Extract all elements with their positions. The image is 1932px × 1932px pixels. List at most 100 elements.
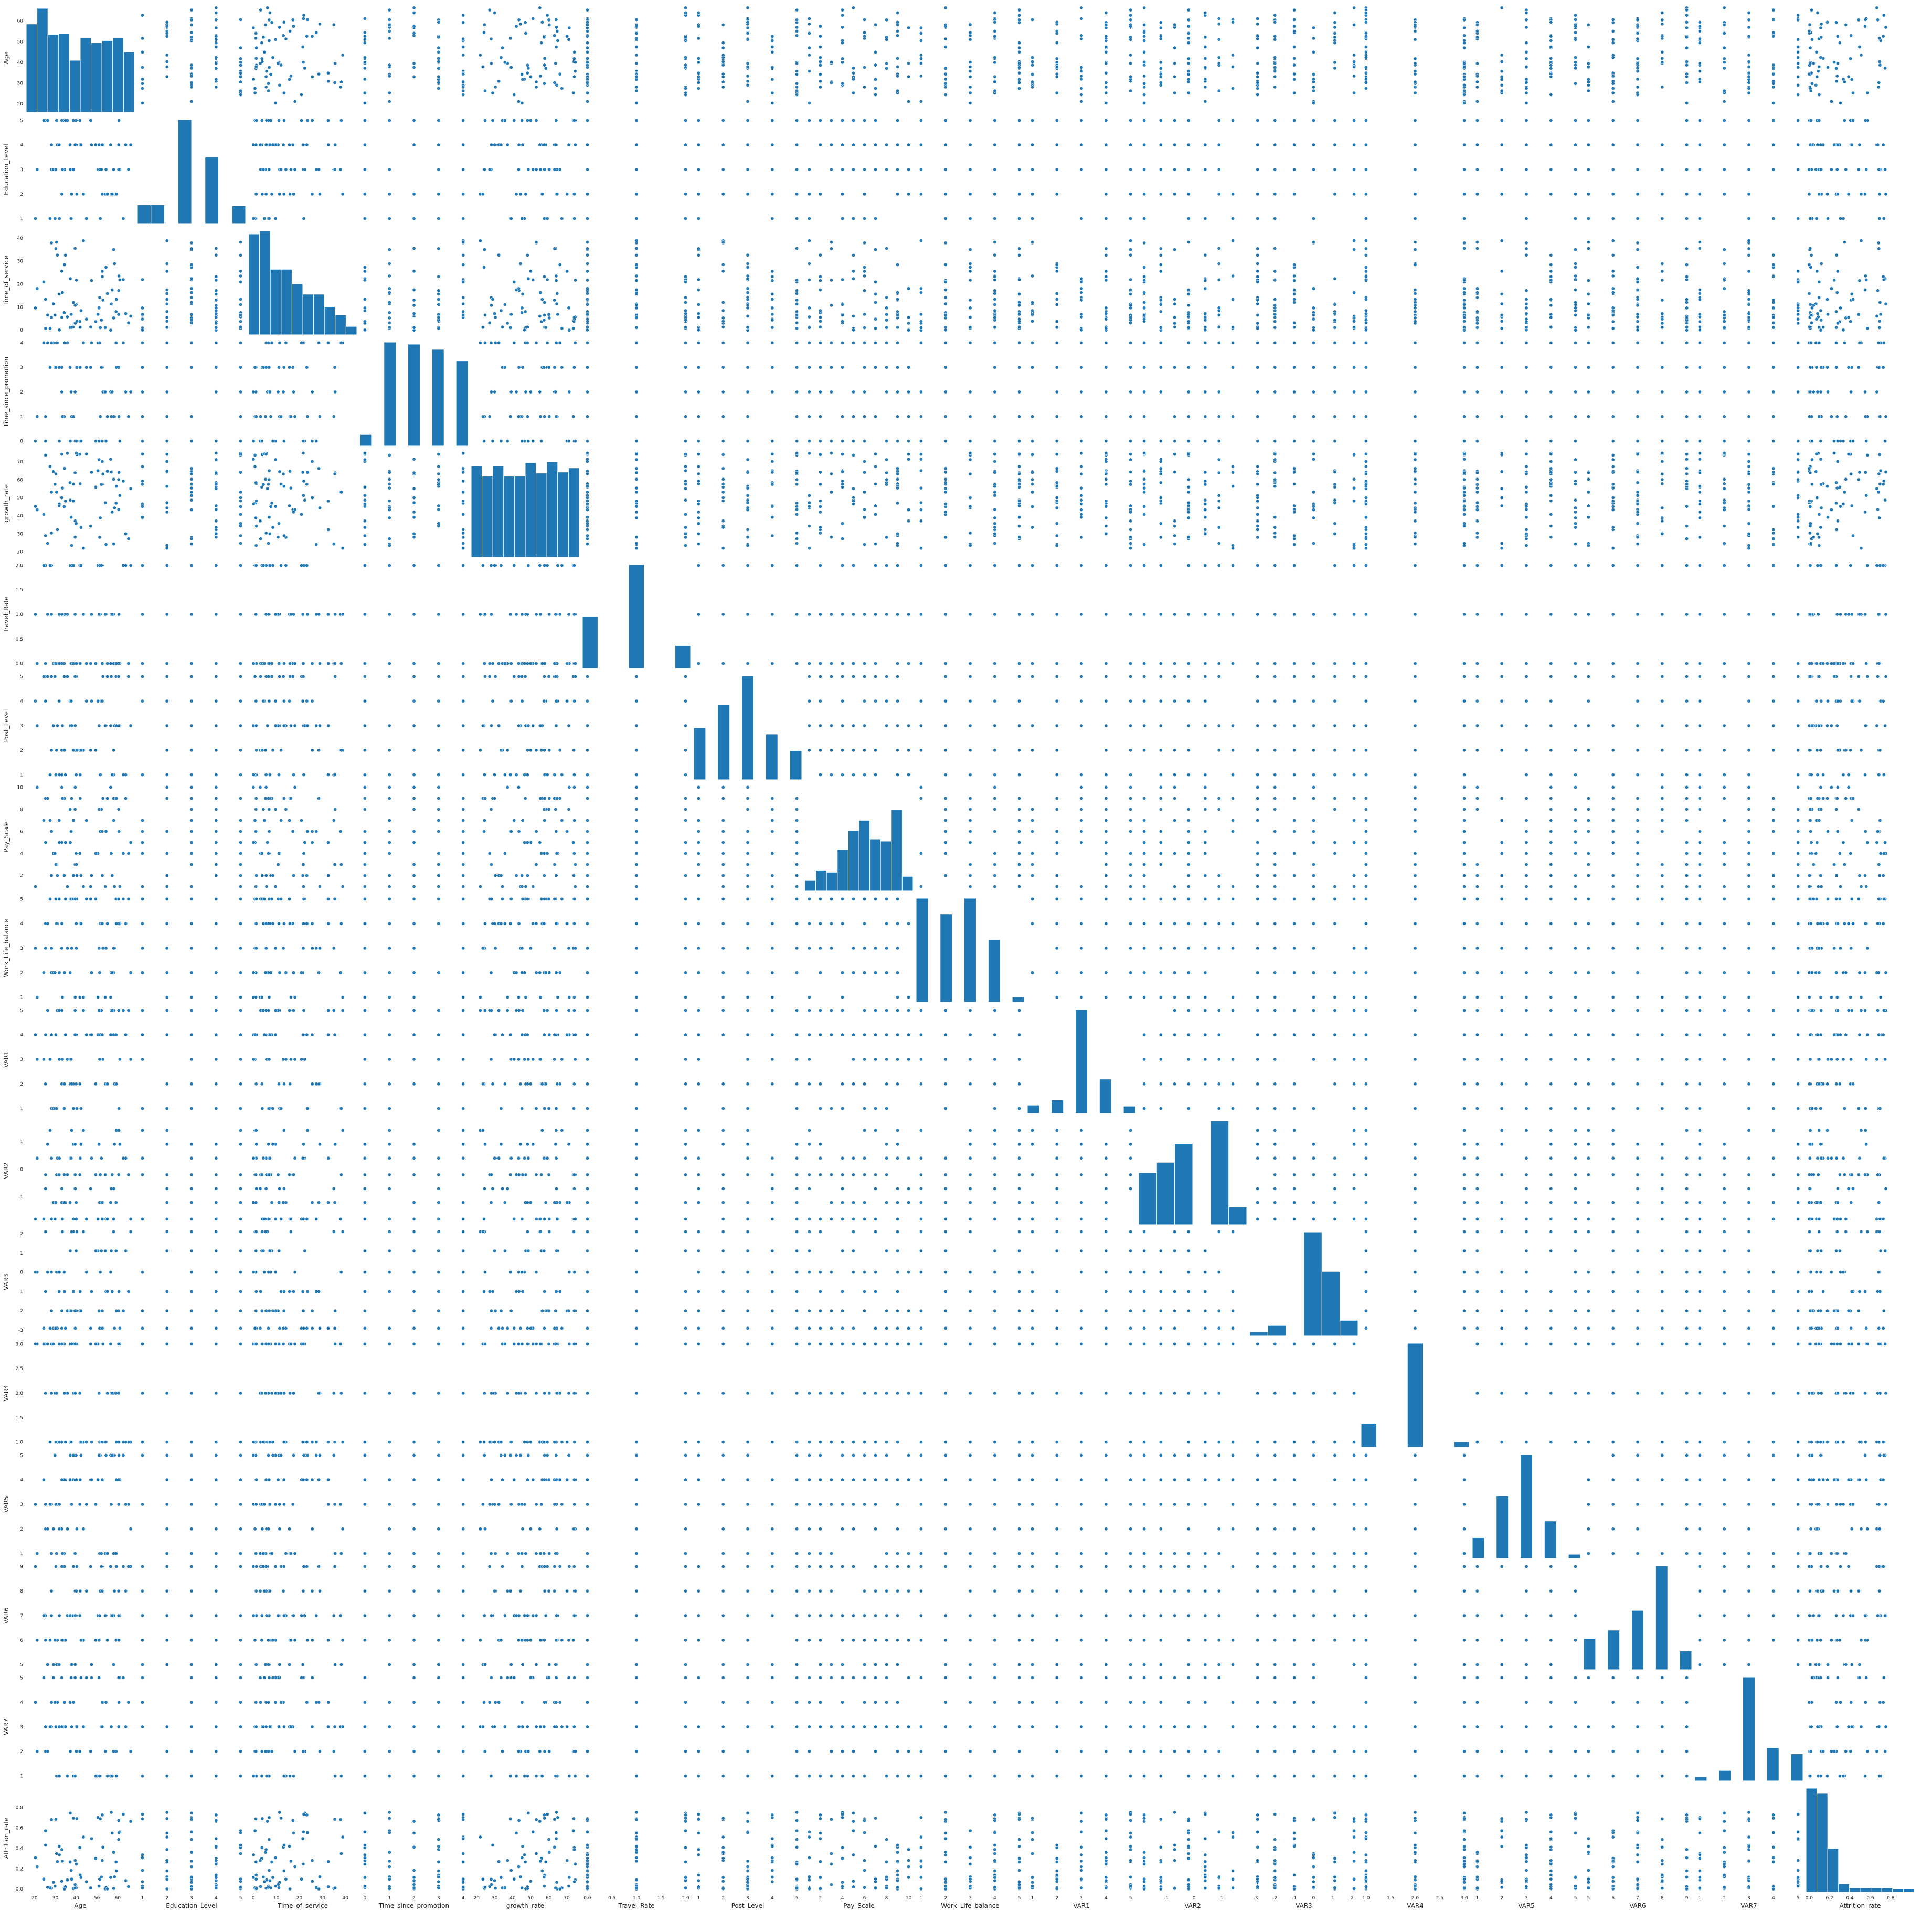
- scatter-point: [919, 415, 922, 418]
- scatter-point: [239, 534, 242, 537]
- scatter-point: [75, 451, 78, 454]
- scatter-point: [124, 390, 127, 394]
- scatter-point: [190, 100, 193, 103]
- scatter-point: [841, 313, 844, 316]
- scatter-point: [1231, 217, 1234, 220]
- scatter-point: [288, 143, 291, 146]
- scatter-point: [78, 119, 81, 122]
- scatter-point: [96, 313, 99, 316]
- scatter-point: [746, 20, 749, 24]
- scatter-point: [993, 168, 996, 171]
- scatter-point: [1364, 87, 1367, 90]
- scatter-point: [907, 322, 910, 325]
- scatter-point: [746, 390, 749, 394]
- scatter-point: [1105, 327, 1108, 330]
- scatter-point: [993, 390, 996, 394]
- scatter-point: [795, 26, 798, 29]
- scatter-point: [412, 143, 416, 146]
- pair-cell-time-of-service-vs-pay-scale: [808, 239, 910, 332]
- scatter-point: [1256, 262, 1259, 265]
- scatter-point: [388, 471, 391, 474]
- scatter-point: [684, 56, 687, 59]
- scatter-point: [1462, 46, 1466, 49]
- scatter-point: [1500, 390, 1503, 394]
- scatter-point: [521, 366, 524, 369]
- scatter-point: [555, 26, 558, 29]
- scatter-point: [535, 341, 538, 344]
- scatter-point: [461, 93, 464, 96]
- scatter-point: [1080, 37, 1083, 40]
- scatter-point: [1882, 143, 1885, 146]
- scatter-point: [944, 6, 947, 9]
- scatter-point: [274, 505, 277, 508]
- scatter-point: [1809, 119, 1812, 122]
- scatter-point: [89, 524, 92, 527]
- scatter-point: [1292, 45, 1296, 48]
- scatter-point: [115, 298, 118, 301]
- scatter-point: [239, 71, 242, 75]
- scatter-point: [535, 86, 538, 89]
- scatter-point: [34, 217, 37, 220]
- scatter-point: [944, 119, 947, 122]
- scatter-point: [1475, 341, 1479, 344]
- scatter-point: [42, 341, 45, 344]
- scatter-point: [1844, 23, 1848, 26]
- scatter-point: [1835, 80, 1838, 83]
- scatter-point: [279, 415, 282, 418]
- scatter-point: [1747, 217, 1750, 220]
- scatter-point: [808, 366, 811, 369]
- scatter-point: [944, 280, 947, 283]
- scatter-point: [808, 54, 811, 57]
- scatter-point: [919, 341, 922, 344]
- scatter-point: [100, 319, 103, 322]
- hist-bar: [69, 60, 80, 112]
- scatter-point: [885, 18, 888, 22]
- scatter-point: [841, 320, 844, 323]
- scatter-point: [1796, 270, 1799, 273]
- scatter-point: [1500, 78, 1503, 81]
- scatter-point: [1814, 83, 1818, 87]
- scatter-point: [1333, 312, 1336, 315]
- scatter-point: [282, 143, 285, 146]
- scatter-point: [1611, 217, 1615, 220]
- scatter-point: [1475, 322, 1479, 325]
- scatter-point: [721, 341, 725, 344]
- scatter-point: [1500, 415, 1503, 418]
- scatter-point: [289, 415, 292, 418]
- scatter-point: [1414, 57, 1417, 60]
- scatter-point: [165, 341, 168, 344]
- scatter-point: [1820, 262, 1823, 265]
- scatter-point: [1834, 341, 1838, 344]
- scatter-point: [529, 390, 532, 394]
- scatter-point: [461, 72, 464, 76]
- scatter-point: [993, 193, 996, 196]
- scatter-point: [1204, 217, 1207, 220]
- scatter-point: [1882, 341, 1885, 344]
- scatter-point: [327, 143, 330, 146]
- scatter-point: [190, 18, 193, 22]
- scatter-point: [874, 50, 877, 54]
- scatter-point: [1017, 81, 1021, 84]
- scatter-point: [1525, 241, 1528, 245]
- scatter-point: [919, 291, 922, 294]
- scatter-point: [253, 87, 257, 90]
- pair-cell-education-level-vs-var3: [1256, 119, 1356, 220]
- scatter-point: [1273, 326, 1277, 329]
- scatter-point: [1587, 415, 1590, 418]
- scatter-point: [50, 143, 53, 146]
- scatter-point: [1685, 75, 1688, 78]
- scatter-point: [526, 325, 529, 328]
- scatter-point: [795, 34, 798, 37]
- scatter-point: [1080, 75, 1083, 78]
- scatter-point: [79, 439, 82, 442]
- scatter-point: [1796, 66, 1799, 69]
- scatter-point: [437, 275, 440, 278]
- scatter-point: [635, 168, 638, 171]
- scatter-point: [993, 326, 996, 329]
- scatter-point: [1747, 247, 1750, 250]
- scatter-point: [1414, 91, 1417, 94]
- scatter-point: [1796, 313, 1799, 316]
- scatter-point: [1204, 143, 1207, 146]
- scatter-point: [993, 366, 996, 369]
- scatter-point: [339, 341, 343, 344]
